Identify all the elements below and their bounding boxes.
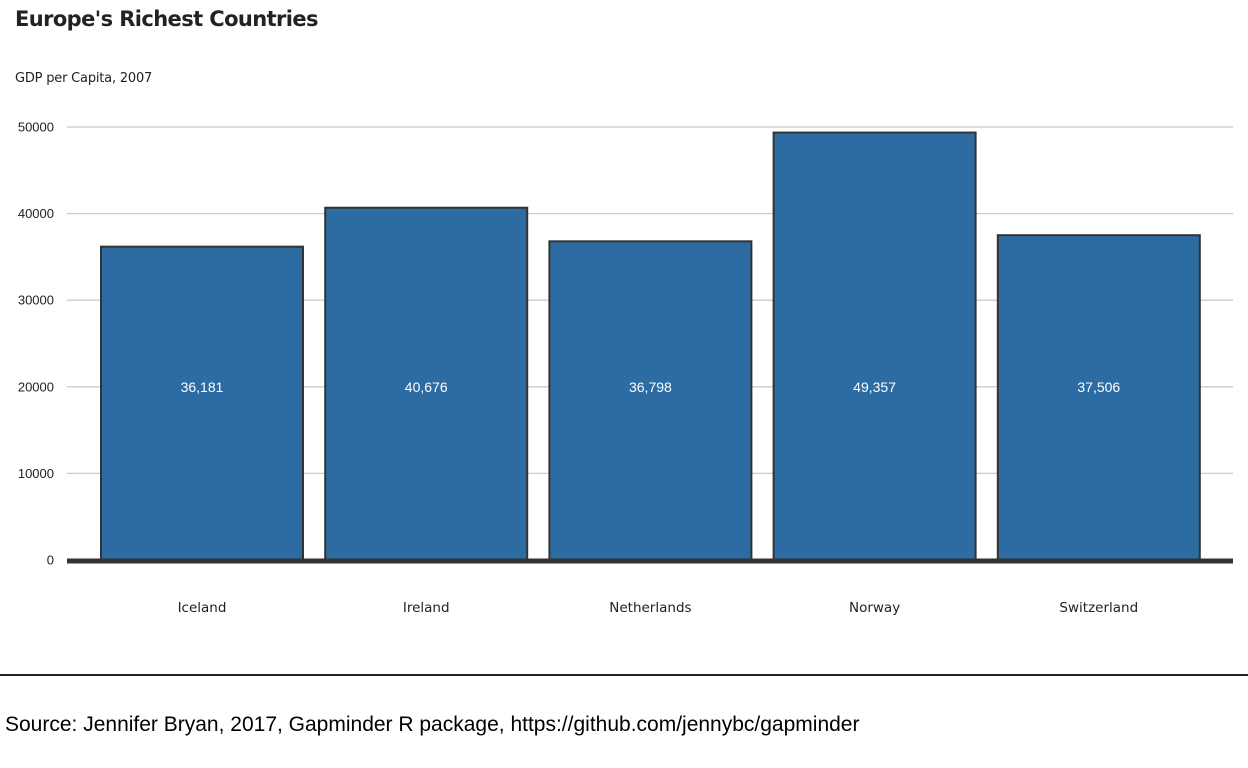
bar-value-label: 40,676 [405,379,448,395]
x-category-label: Norway [849,600,900,616]
y-tick-label: 50000 [18,120,54,135]
x-category-label: Iceland [178,600,227,616]
x-category-label: Ireland [403,600,450,616]
chart-subtitle: GDP per Capita, 2007 [15,71,153,86]
x-category-label: Netherlands [609,600,691,616]
bar-value-labels: 36,181 40,676 36,798 49,357 37,506 [181,379,1121,395]
bar [772,131,977,561]
bar-value-label: 36,798 [629,379,672,395]
bar-value-label: 49,357 [853,379,896,395]
chart-title: Europe's Richest Countries [15,7,319,31]
bar [100,245,304,561]
source-divider [0,674,1248,676]
y-tick-label: 40000 [18,206,54,221]
y-tick-label: 30000 [18,293,54,308]
bar-chart: 0 10000 20000 30000 40000 50000 Iceland Irelan… [18,120,1233,616]
bar-value-label: 36,181 [181,379,224,395]
bar [548,240,753,561]
x-category-label: Switzerland [1059,600,1138,616]
y-axis-ticks: 0 10000 20000 30000 40000 50000 [18,120,54,568]
bar-value-label: 37,506 [1077,379,1120,395]
y-tick-label: 10000 [18,466,54,481]
bar [996,234,1201,562]
y-tick-label: 0 [47,553,54,568]
source-caption: Source: Jennifer Bryan, 2017, Gapminder … [5,713,860,736]
bars [100,131,1201,562]
x-axis-categories: Iceland Ireland Netherlands Norway Switzerla… [178,600,1139,616]
y-tick-label: 20000 [18,379,54,394]
